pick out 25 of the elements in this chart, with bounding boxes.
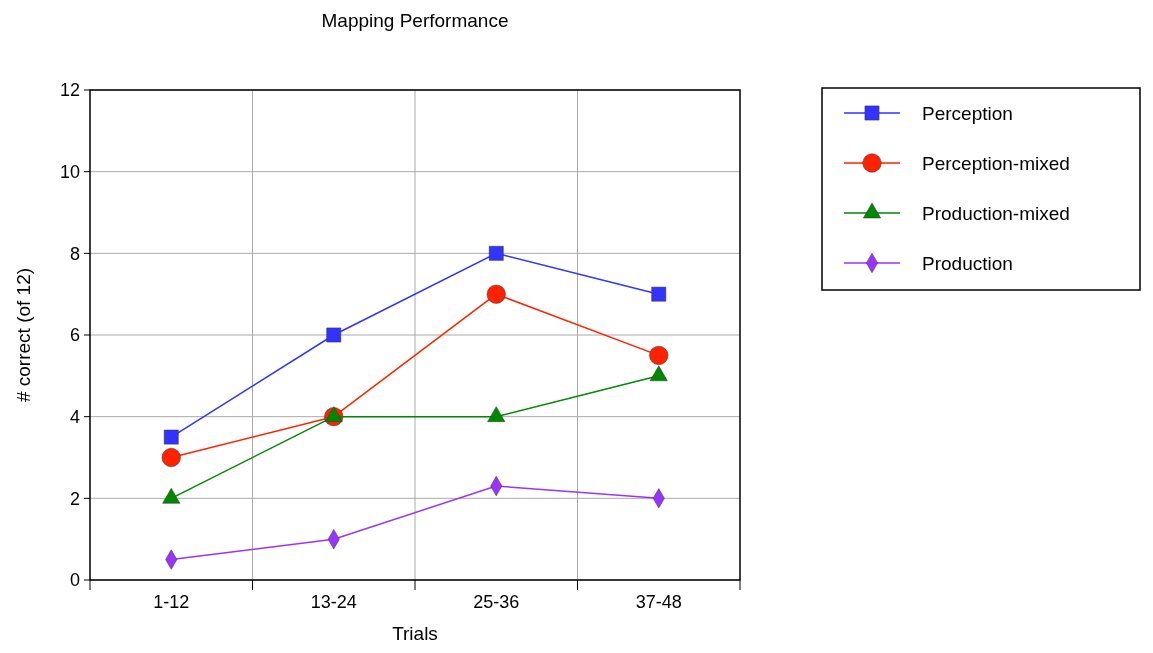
y-tick-label: 2 xyxy=(69,488,80,509)
legend-label: Perception xyxy=(922,102,1013,124)
y-tick-label: 4 xyxy=(69,406,80,427)
legend-label: Perception-mixed xyxy=(922,152,1070,174)
y-axis-title: # correct (of 12) xyxy=(13,267,34,403)
x-tick-label: 37-48 xyxy=(635,592,682,612)
y-tick-label: 12 xyxy=(59,80,80,101)
legend-label: Production xyxy=(922,252,1013,274)
x-tick-label: 1-12 xyxy=(153,592,190,612)
point xyxy=(649,345,669,365)
y-tick-label: 8 xyxy=(69,243,80,264)
y-tick-label: 10 xyxy=(59,161,80,182)
x-tick-label: 25-36 xyxy=(473,592,520,612)
point xyxy=(163,429,179,445)
point xyxy=(486,284,506,304)
x-tick-label: 13-24 xyxy=(310,592,357,612)
point xyxy=(651,286,667,302)
chart-title: Mapping Performance xyxy=(321,10,509,31)
legend-label: Production-mixed xyxy=(922,202,1070,224)
point xyxy=(326,327,342,343)
point xyxy=(161,448,181,467)
y-tick-label: 6 xyxy=(69,325,80,346)
x-axis-title: Trials xyxy=(392,623,438,644)
y-tick-label: 0 xyxy=(69,570,80,591)
point xyxy=(488,246,504,261)
